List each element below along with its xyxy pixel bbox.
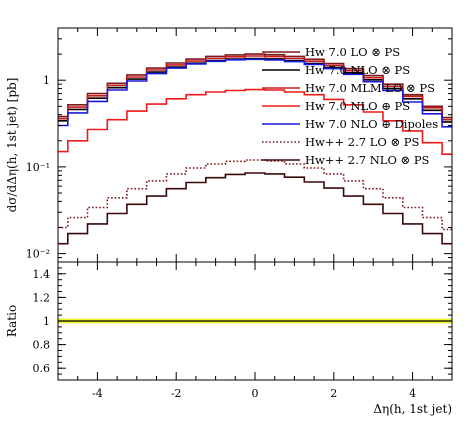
ratio-x-tick-label: 0 — [252, 387, 259, 400]
ratio-y-tick-label: 1.4 — [33, 268, 51, 281]
series-line-4 — [58, 58, 452, 128]
series-line-0 — [58, 53, 452, 119]
ratio-y-tick-label: 0.8 — [33, 339, 51, 352]
main-y-tick-label: 1 — [43, 74, 50, 87]
ratio-y-tick-label: 0.6 — [33, 362, 51, 375]
main-y-tick-label: 10⁻¹ — [26, 161, 50, 174]
main-y-axis-label: dσ/dΔη(h, 1st jet) [pb] — [5, 78, 19, 213]
ratio-x-tick-label: 2 — [330, 387, 337, 400]
legend-label-2: Hw 7.0 MLM LO ⊗ PS — [305, 81, 435, 95]
legend-label-5: Hw++ 2.7 LO ⊗ PS — [305, 135, 419, 149]
series-line-6 — [58, 172, 452, 245]
series-line-2 — [58, 55, 452, 121]
legend-label-1: Hw 7.0 NLO ⊗ PS — [305, 63, 410, 77]
x-axis-label: Δη(h, 1st jet) — [373, 402, 452, 416]
main-y-tick-label: 10⁻² — [26, 248, 50, 261]
ratio-y-axis-label: Ratio — [5, 305, 19, 337]
legend-label-6: Hw++ 2.7 NLO ⊗ PS — [305, 153, 430, 167]
ratio-x-tick-label: 4 — [409, 387, 416, 400]
series-line-5 — [58, 159, 452, 231]
ratio-y-tick-label: 1 — [43, 315, 50, 328]
legend-label-0: Hw 7.0 LO ⊗ PS — [305, 45, 400, 59]
ratio-y-tick-label: 1.2 — [33, 291, 51, 304]
ratio-x-tick-label: -2 — [171, 387, 182, 400]
series-line-3 — [58, 88, 452, 155]
legend-label-4: Hw 7.0 NLO ⊕ Dipoles — [305, 117, 438, 131]
ratio-x-tick-label: -4 — [92, 387, 103, 400]
main-panel: 10⁻² 10⁻¹ 1 dσ/dΔη(h, 1st jet) [pb] Hw 7.0 L… — [5, 27, 453, 263]
ratio-panel: 0.6 0.8 1 1.2 1.4 -4 -2 0 2 4 Ratio Δη(h, 1st jet) — [5, 261, 453, 416]
legend-label-3: Hw 7.0 NLO ⊕ PS — [305, 99, 410, 113]
